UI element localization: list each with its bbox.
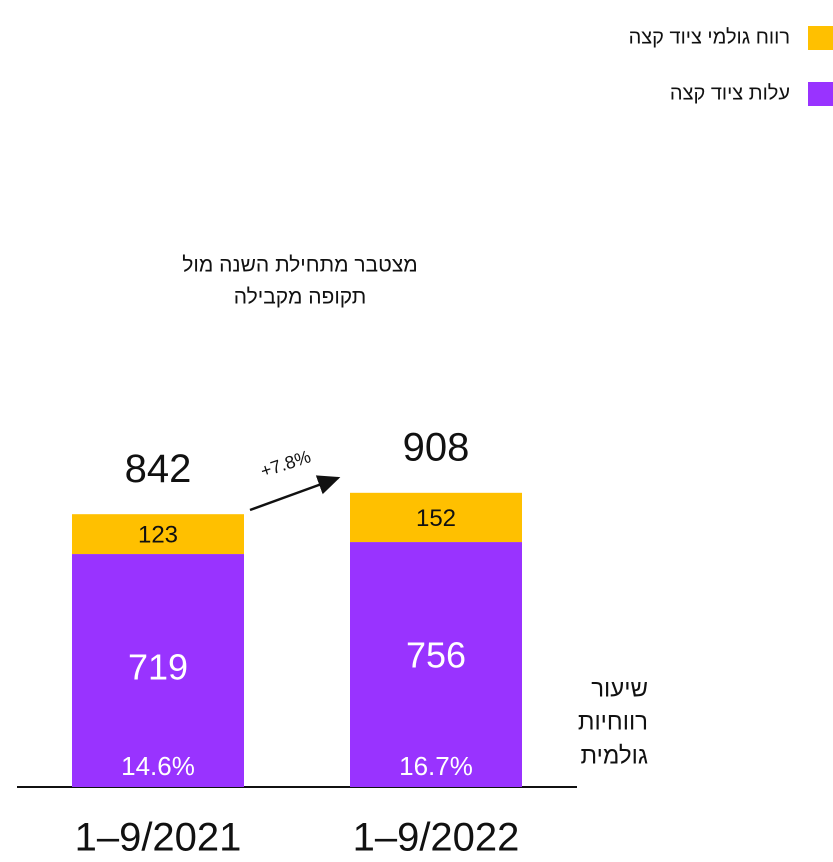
legend-label: עלות ציוד קצה (670, 82, 790, 104)
margin-label: גולמית (581, 742, 648, 769)
legend-swatch (808, 82, 833, 106)
segment-label: 719 (128, 647, 188, 688)
bar-segment (350, 492, 522, 543)
margin-value: 14.6% (121, 751, 195, 781)
legend-label: רווח גולמי ציוד קצה (629, 26, 790, 48)
bar-segment (72, 514, 244, 555)
growth-label: +7.8% (258, 446, 313, 481)
growth-arrow (249, 475, 341, 512)
total-label: 842 (125, 447, 192, 491)
chart-title: מצטבר מתחילת השנה מול (182, 254, 417, 277)
margin-label: שיעור (591, 675, 648, 702)
legend-swatch (808, 26, 833, 50)
x-tick-label: 1–9/2021 (75, 816, 242, 860)
segment-label: 123 (138, 521, 178, 548)
bar-segment (350, 542, 522, 787)
margin-value: 16.7% (399, 751, 473, 781)
segment-label: 152 (416, 505, 456, 532)
bar-segment (72, 554, 244, 787)
margin-label: רווחיות (578, 708, 648, 735)
segment-label: 756 (406, 635, 466, 676)
x-tick-label: 1–9/2022 (353, 816, 520, 860)
chart-title: תקופה מקבילה (234, 286, 367, 309)
total-label: 908 (403, 425, 470, 469)
